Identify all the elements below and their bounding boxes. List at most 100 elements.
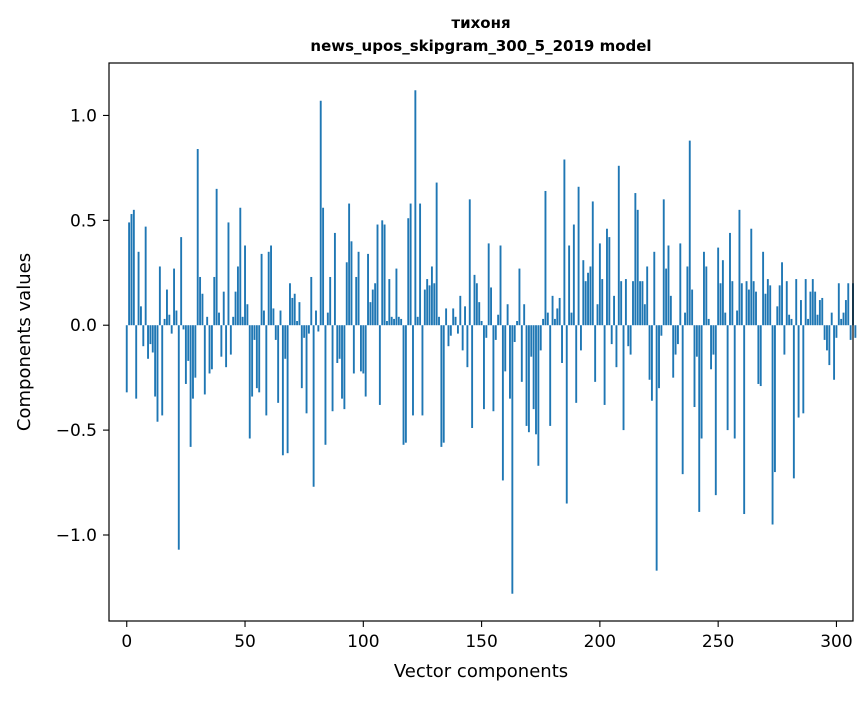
bar-264: [750, 228, 753, 326]
bar-88: [333, 232, 336, 326]
bar-63: [274, 325, 277, 340]
bar-167: [520, 325, 523, 382]
bar-252: [721, 260, 724, 326]
y-axis-label: Components values: [14, 253, 35, 431]
bar-96: [352, 325, 355, 374]
bar-227: [662, 199, 665, 326]
bar-183: [558, 297, 561, 326]
bar-75: [303, 325, 306, 338]
bar-78: [310, 276, 313, 326]
bar-220: [646, 266, 649, 326]
bar-62: [272, 308, 275, 326]
bar-128: [428, 285, 431, 326]
bar-79: [312, 325, 315, 487]
bar-218: [641, 281, 644, 326]
y-tick-label: −0.5: [56, 421, 97, 441]
y-tick-label: 0.0: [70, 316, 97, 336]
bar-303: [842, 312, 845, 326]
bar-57: [260, 253, 263, 326]
bar-219: [643, 304, 646, 326]
bar-29: [194, 325, 197, 378]
x-axis-label: Vector components: [394, 661, 568, 682]
bar-149: [478, 302, 481, 326]
bar-4: [135, 325, 138, 399]
bar-77: [307, 325, 310, 334]
bar-107: [378, 325, 381, 405]
bar-228: [665, 268, 668, 326]
chart-title-line2: news_upos_skipgram_300_5_2019 model: [310, 37, 651, 55]
bar-217: [639, 281, 642, 326]
bar-248: [712, 325, 715, 355]
bar-18: [168, 314, 171, 326]
bar-302: [840, 318, 843, 326]
bar-221: [648, 325, 651, 380]
bar-30: [196, 149, 199, 326]
bar-308: [854, 325, 857, 338]
bar-73: [298, 302, 301, 326]
bar-270: [764, 293, 767, 326]
bar-286: [802, 325, 805, 414]
bar-194: [584, 281, 587, 326]
bar-249: [714, 325, 717, 496]
bar-305: [847, 283, 850, 326]
bar-69: [289, 283, 291, 326]
bar-268: [759, 325, 762, 387]
bar-80: [315, 310, 317, 326]
bar-106: [376, 224, 379, 326]
bar-53: [251, 325, 254, 397]
bar-24: [182, 325, 185, 330]
bar-161: [506, 304, 509, 326]
bar-61: [270, 245, 272, 326]
bar-81: [317, 325, 320, 332]
bar-276: [778, 285, 781, 326]
bar-187: [568, 245, 571, 326]
bar-137: [449, 325, 452, 336]
x-tick-label: 300: [820, 632, 852, 652]
bar-42: [225, 325, 228, 368]
bar-49: [241, 316, 244, 326]
bar-198: [594, 325, 597, 382]
bar-64: [277, 325, 280, 403]
bar-47: [236, 266, 239, 326]
bar-186: [565, 325, 568, 504]
bar-274: [773, 325, 776, 473]
bar-293: [818, 300, 821, 326]
bar-267: [757, 325, 760, 384]
bar-68: [286, 325, 289, 454]
bar-118: [404, 325, 407, 443]
bar-50: [244, 245, 246, 326]
bar-148: [475, 283, 478, 326]
bar-111: [388, 279, 391, 326]
bar-129: [430, 266, 433, 326]
bar-178: [546, 312, 549, 326]
bar-259: [738, 209, 741, 326]
bar-95: [350, 241, 353, 326]
bar-125: [421, 325, 424, 416]
bar-241: [695, 325, 698, 357]
bar-266: [755, 291, 757, 326]
bar-261: [743, 325, 746, 515]
bar-173: [535, 325, 537, 435]
bar-171: [530, 325, 533, 357]
bar-7: [142, 325, 145, 347]
bar-71: [293, 293, 296, 326]
bar-56: [258, 325, 261, 393]
bar-296: [826, 325, 828, 351]
bar-102: [367, 253, 369, 326]
bar-229: [667, 245, 670, 326]
bar-304: [844, 300, 847, 326]
bar-272: [769, 285, 772, 326]
bar-146: [471, 325, 474, 429]
bar-26: [187, 325, 190, 361]
bar-1: [128, 222, 131, 326]
bar-256: [731, 281, 734, 326]
bar-103: [369, 302, 372, 326]
bar-147: [473, 274, 476, 326]
bar-70: [291, 297, 294, 326]
x-tick-label: 250: [702, 632, 734, 652]
bar-188: [570, 312, 573, 326]
bar-105: [374, 283, 377, 326]
bar-89: [336, 325, 339, 363]
bar-123: [416, 316, 419, 326]
